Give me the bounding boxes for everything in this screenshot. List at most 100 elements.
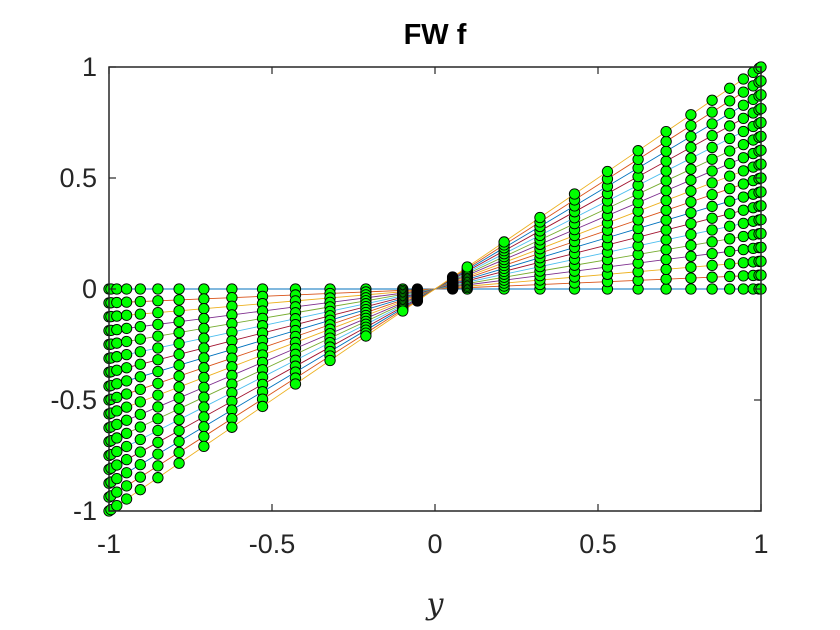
data-point [724, 233, 736, 245]
data-point [173, 435, 185, 448]
data-point [685, 196, 697, 208]
data-point [660, 214, 672, 226]
data-point [134, 283, 146, 295]
data-point [685, 163, 697, 175]
data-point [120, 427, 133, 440]
data-point [724, 157, 736, 170]
data-point [134, 308, 146, 320]
data-point [111, 472, 123, 485]
data-point [120, 335, 133, 348]
data-point [737, 243, 750, 256]
data-point [724, 258, 736, 270]
axes-layer: -1 -0.5 0 0.5 1 -1 -0.5 0 0.5 1 [50, 52, 768, 559]
data-point [111, 337, 123, 349]
data-point [706, 130, 718, 142]
data-point [198, 342, 210, 354]
data-point [111, 500, 123, 512]
data-point [111, 391, 123, 403]
data-point [120, 309, 133, 321]
data-point [660, 155, 672, 167]
data-point [152, 472, 164, 484]
data-point [111, 310, 123, 322]
y-tick-label: -0.5 [50, 385, 97, 415]
data-point [724, 208, 736, 220]
data-point [134, 396, 146, 408]
data-point [724, 82, 736, 94]
data-point [737, 230, 750, 243]
data-point [737, 283, 750, 295]
data-point [120, 414, 133, 426]
data-point [685, 185, 697, 197]
data-point [737, 217, 750, 230]
data-point [706, 118, 718, 130]
data-point [461, 261, 473, 273]
data-point [134, 371, 146, 383]
data-point [134, 433, 146, 446]
data-point [724, 120, 736, 132]
data-point [152, 295, 164, 307]
data-point [685, 130, 697, 143]
data-point [737, 112, 750, 125]
data-point [173, 316, 185, 328]
data-point [173, 337, 185, 350]
data-point [737, 191, 750, 203]
data-point [173, 348, 185, 360]
data-point [198, 312, 210, 325]
data-point [152, 424, 164, 437]
data-point [111, 486, 123, 498]
data-point [737, 152, 750, 164]
data-point [134, 421, 146, 433]
data-point [198, 371, 210, 384]
data-point [152, 460, 164, 472]
chart-title: FW f [404, 19, 467, 51]
data-point [111, 432, 123, 444]
data-point [173, 381, 185, 393]
data-point [534, 211, 546, 224]
data-point [198, 303, 210, 315]
data-point [198, 322, 210, 334]
data-point [660, 204, 672, 216]
data-point [111, 296, 123, 309]
data-point [173, 457, 185, 469]
data-point [120, 440, 133, 453]
data-point [120, 283, 133, 295]
data-point [134, 408, 146, 421]
data-point [737, 86, 750, 98]
data-point [632, 145, 644, 157]
data-point [173, 403, 185, 415]
data-point [724, 195, 736, 207]
data-point [152, 342, 164, 354]
data-point [173, 283, 185, 295]
data-point [737, 138, 750, 151]
data-point [152, 318, 164, 331]
data-point [152, 283, 164, 295]
data-point [198, 411, 210, 423]
data-point [152, 330, 164, 342]
data-point [152, 448, 164, 460]
data-point [111, 445, 123, 458]
data-point [706, 271, 718, 283]
data-point [226, 421, 238, 433]
data-point [198, 430, 210, 443]
data-point [256, 400, 269, 413]
data-point [120, 467, 133, 479]
data-point [706, 141, 718, 154]
data-point [724, 283, 736, 295]
data-point [737, 125, 750, 138]
data-point [120, 348, 133, 361]
data-point [152, 413, 164, 425]
data-point [120, 453, 133, 466]
data-point [685, 152, 697, 164]
data-point [120, 493, 133, 505]
data-point [724, 132, 736, 145]
data-point [706, 236, 718, 248]
data-point [706, 224, 718, 236]
data-point [289, 378, 302, 390]
data-point [134, 358, 146, 370]
data-point [198, 440, 210, 453]
data-point [120, 375, 133, 387]
data-point [111, 405, 123, 417]
data-point [685, 239, 697, 252]
data-point [134, 446, 146, 458]
